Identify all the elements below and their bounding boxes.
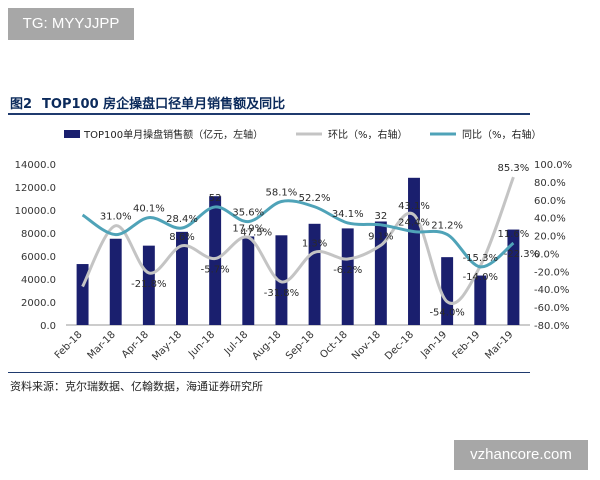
line-series [81, 176, 515, 305]
y-right-tick-label: 0.0% [534, 249, 559, 260]
x-tick-label: Nov-18 [350, 329, 383, 362]
legend-mom-label: 环比（%，右轴） [328, 128, 408, 141]
y-left-tick-label: 12000.0 [15, 183, 56, 194]
figure-title-text: TOP100 房企操盘口径单月销售额及同比 [42, 97, 286, 112]
yoy-data-label: 58.1% [266, 187, 298, 198]
legend-yoy-label: 同比（%，右轴） [462, 128, 542, 141]
title-rule [8, 113, 530, 115]
y-right-tick-label: 60.0% [534, 196, 566, 207]
bar [441, 257, 454, 325]
yoy-data-label: 35.6% [232, 208, 264, 219]
y-right-tick-label: 20.0% [534, 232, 566, 243]
mom-data-label: -31.8% [264, 288, 299, 299]
mom-data-label: 1.3% [302, 238, 327, 249]
yoy-data-label: -15.3% [463, 253, 498, 264]
yoy-data-label: 28.4% [166, 214, 198, 225]
mom-data-label: -21.8% [131, 279, 166, 290]
x-tick-label: May-18 [150, 329, 184, 363]
source-rule [8, 372, 530, 373]
y-left-tick-label: 4000.0 [21, 275, 56, 286]
y-right-tick-label: -80.0% [534, 321, 569, 332]
x-tick-label: Jan-19 [418, 329, 449, 360]
bar [242, 236, 255, 325]
bar [275, 235, 288, 325]
bar [308, 223, 321, 325]
y-left-tick-label: 6000.0 [21, 252, 56, 263]
x-tick-label: Feb-19 [451, 329, 483, 361]
legend-bar-label: TOP100单月操盘销售额（亿元，左轴） [83, 128, 263, 141]
legend-bar-swatch [64, 130, 80, 138]
yoy-data-label: 32 [374, 211, 387, 222]
y-right-tick-label: -60.0% [534, 303, 569, 314]
y-right-tick-label: 40.0% [534, 214, 566, 225]
x-tick-label: Sep-18 [284, 329, 317, 362]
mom-data-label: 85.3% [498, 163, 530, 174]
bar [474, 275, 487, 325]
x-tick-label: Feb-18 [53, 329, 85, 361]
chart-legend: TOP100单月操盘销售额（亿元，左轴） 环比（%，右轴） 同比（%，右轴） [64, 128, 542, 141]
bar [142, 245, 155, 325]
bar [76, 264, 89, 325]
watermark-bottom: vzhancore.com [454, 440, 588, 470]
mom-data-label: -54.0% [429, 308, 464, 319]
bar [341, 228, 354, 325]
x-tick-label: Dec-18 [383, 329, 416, 362]
mom-line [81, 176, 515, 305]
figure-number: 图2 [10, 97, 33, 112]
x-tick-label: Mar-19 [483, 329, 515, 361]
x-tick-label: Apr-18 [120, 329, 151, 360]
y-right-tick-label: -20.0% [534, 267, 569, 278]
mom-data-label: -14.0% [463, 272, 498, 283]
yoy-data-label: 34.1% [332, 209, 364, 220]
y-left-tick-label: 0.0 [40, 321, 56, 332]
x-tick-label: Jun-18 [186, 329, 217, 360]
x-tick-label: Jul-18 [222, 329, 251, 358]
y-left-tick-label: 2000.0 [21, 298, 56, 309]
yoy-data-label: 21.2% [431, 220, 463, 231]
bar-series [76, 177, 520, 325]
y-left-tick-label: 14000.0 [15, 160, 56, 171]
y-left-tick-label: 10000.0 [15, 206, 56, 217]
x-tick-label: Aug-18 [250, 329, 283, 362]
bar [209, 196, 222, 325]
yoy-data-label: 52.2% [299, 193, 331, 204]
mom-data-label: 8.6% [169, 232, 194, 243]
extra-data-label: -22.3% [504, 249, 539, 260]
yoy-data-label: 40.1% [133, 204, 165, 215]
yoy-data-label: 11.6% [498, 229, 530, 240]
mom-data-label: 17.9% [232, 223, 264, 234]
mom-data-label: 9.1% [368, 231, 393, 242]
mom-data-label: -6.2% [333, 265, 362, 276]
figure-title: 图2 TOP100 房企操盘口径单月销售额及同比 [10, 93, 285, 112]
mom-data-label: 31.0% [100, 212, 132, 223]
x-tick-label: Mar-18 [86, 329, 118, 361]
y-right-tick-label: 80.0% [534, 178, 566, 189]
data-labels: 31.0% -21.8% 8.6% -5.7% 17.9% -31.8% 1.3% -6.2%… [100, 163, 539, 319]
y-left-tick-label: 8000.0 [21, 229, 56, 240]
y-right-tick-label: -40.0% [534, 285, 569, 296]
y-right-tick-label: 100.0% [534, 160, 572, 171]
bar [408, 177, 420, 325]
watermark-top: TG: MYYJJPP [8, 8, 134, 40]
bar [374, 221, 387, 325]
mom-data-label: 43.1% [398, 201, 430, 212]
bar [176, 231, 188, 325]
x-tick-label: Oct-18 [318, 329, 350, 361]
bar [507, 229, 520, 325]
figure-source: 资料来源：克尔瑞数据、亿翰数据，海通证券研究所 [10, 380, 263, 393]
yoy-line [81, 199, 515, 269]
yoy-data-label: 24.4% [398, 218, 430, 229]
yoy-data-label: 52 [209, 193, 222, 204]
mom-data-label: -5.7% [201, 265, 230, 276]
extra-data-label: 47.5% [240, 228, 272, 239]
bar [109, 238, 122, 325]
